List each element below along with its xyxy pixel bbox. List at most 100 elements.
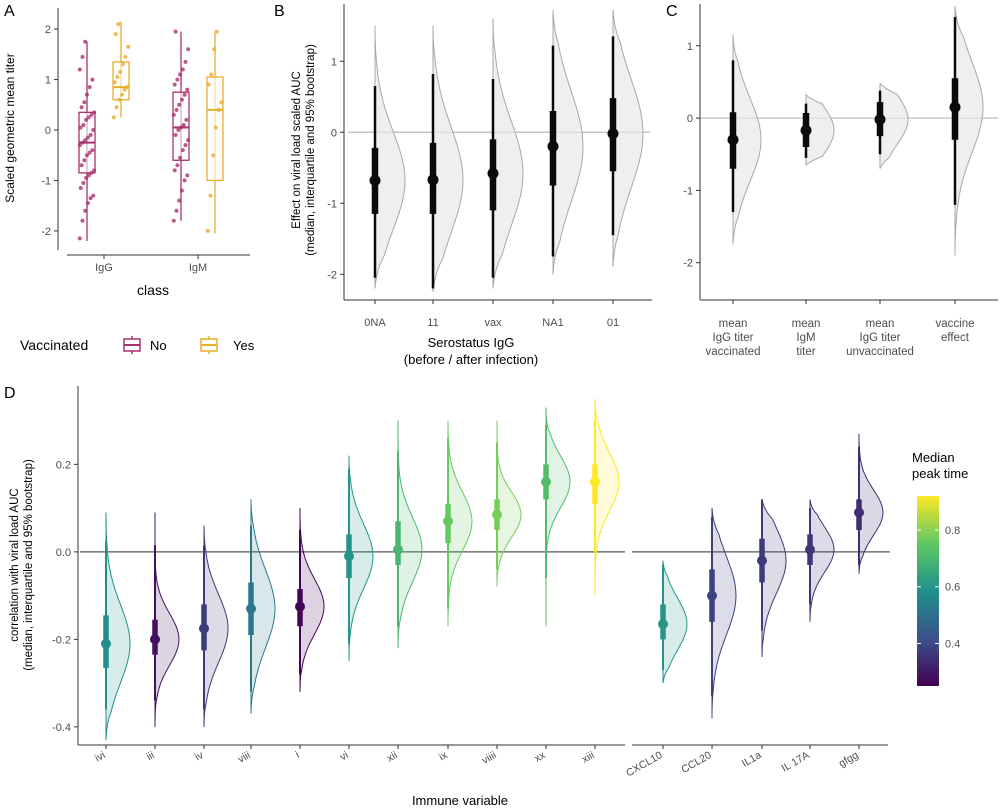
- data-point-igm-no: [175, 163, 180, 168]
- panel-letter-b: B: [274, 3, 285, 20]
- data-point-igg-no: [90, 148, 95, 153]
- text-line: IgG titer: [860, 332, 901, 344]
- panel-b-x-tick-label-0na: 0NA: [364, 317, 386, 329]
- median-point-xx: [541, 476, 551, 487]
- median-point-i: [295, 601, 305, 612]
- panel-b-x-tick-label-01: 01: [607, 317, 619, 329]
- median-point-iii: [150, 634, 160, 645]
- text-line: IgM: [796, 332, 815, 344]
- panel-b-x-axis-title: Serostatus IgG (before / after infection): [404, 335, 538, 367]
- median-point-viii: [246, 603, 256, 614]
- data-point-igg-no: [78, 125, 83, 130]
- density-01: [612, 10, 644, 268]
- legend-label-yes: Yes: [233, 338, 255, 353]
- data-point-igg-yes: [123, 54, 128, 59]
- panel-d-x-tick-label-vi: vi: [338, 749, 351, 763]
- text-line: effect: [941, 332, 970, 344]
- density-mean-igg-titer-vaccinated: [732, 34, 762, 245]
- text-line: titer: [796, 346, 815, 358]
- data-point-igm-no: [172, 168, 177, 173]
- density-gfgg: [858, 433, 884, 574]
- data-point-igm-no: [181, 122, 186, 127]
- panel-d-y-tick-label: 0.0: [56, 547, 71, 559]
- panel-d-y-tick-label: -0.4: [52, 722, 71, 734]
- panel-a-y-tick-label: 0: [45, 125, 51, 137]
- panel-d-x-tick-label-xx: xx: [532, 749, 548, 765]
- median-point-0na: [369, 175, 381, 187]
- panel-a-y-tick-label: 1: [45, 75, 51, 87]
- data-point-igg-no: [89, 112, 94, 117]
- data-point-igg-no: [77, 236, 82, 241]
- median-point-ivi: [101, 638, 111, 649]
- data-point-igm-no: [178, 72, 183, 77]
- median-point-gfgg: [854, 507, 864, 518]
- panel-d-x-tick-label-ix: ix: [437, 749, 450, 764]
- data-point-igm-no: [183, 59, 188, 64]
- data-point-igm-no: [183, 143, 188, 148]
- data-point-igg-no: [92, 168, 97, 173]
- text-line: Serostatus IgG: [428, 335, 515, 350]
- data-point-igg-yes: [116, 22, 121, 27]
- panel-d-x-tick-label-viiii: viiii: [480, 749, 499, 767]
- panel-c-y-tick-label: -2: [683, 258, 693, 270]
- panel-d-x-tick-label-il-17a: IL 17A: [780, 749, 812, 774]
- data-point-igg-no: [83, 138, 88, 143]
- median-point-na1: [547, 140, 559, 152]
- text-line: (before / after infection): [404, 352, 538, 367]
- density-0na: [374, 25, 406, 289]
- data-point-igm-no: [171, 112, 176, 117]
- density-vi: [348, 455, 374, 662]
- density-il1a: [761, 499, 787, 657]
- data-point-igm-yes: [209, 72, 214, 77]
- panel-c-densities: [732, 5, 984, 256]
- colorbar-title: Median peak time: [912, 450, 968, 481]
- data-point-igg-yes: [119, 92, 124, 97]
- data-point-igm-no: [173, 29, 178, 34]
- data-point-igg-yes: [113, 32, 118, 37]
- median-point-01: [607, 128, 619, 140]
- panel-d-x-tick-label-xiii: xiii: [580, 749, 597, 766]
- data-point-igg-yes: [115, 75, 120, 80]
- panel-d-x-tick-label-xii: xii: [385, 749, 400, 764]
- panel-letter-c: C: [666, 3, 678, 20]
- data-point-igg-no: [91, 193, 96, 198]
- colorbar-ticks: 0.4 0.6 0.8: [917, 525, 960, 650]
- density-viii: [250, 499, 276, 714]
- data-point-igg-no: [77, 143, 82, 148]
- data-point-igg-no: [82, 100, 87, 105]
- panel-c-x-tick-label-mean-igg-titer-vaccinated: mean IgG titer vaccinated: [706, 318, 761, 358]
- panel-b-x-tick-label-na1: NA1: [542, 317, 563, 329]
- panel-d-x-tick-label-ivi: ivi: [93, 749, 108, 764]
- panel-a-points: [77, 22, 224, 241]
- data-point-igm-yes: [214, 29, 219, 34]
- density-ccl20: [711, 508, 737, 719]
- panel-c-x-tick-label-mean-igg-titer-unvaccinated: mean IgG titer unvaccinated: [846, 318, 914, 358]
- data-point-igg-no: [86, 115, 91, 120]
- data-point-igg-yes: [111, 115, 116, 120]
- median-point-vax: [487, 167, 499, 179]
- data-point-igg-yes: [125, 85, 130, 90]
- density-ix: [447, 420, 473, 627]
- data-point-igm-no: [174, 107, 179, 112]
- data-point-igg-yes: [122, 87, 127, 92]
- colorbar-gradient: [917, 496, 939, 686]
- text-line: unvaccinated: [846, 346, 914, 358]
- data-point-igg-no: [87, 85, 92, 90]
- text-line: correlation with viral load AUC: [9, 488, 21, 641]
- density-vax: [492, 18, 524, 289]
- panel-b-y-tick-label: -1: [327, 198, 337, 210]
- panel-d-x-tick-label-iii: iii: [144, 749, 156, 763]
- data-point-igg-yes: [118, 70, 123, 74]
- density-i: [299, 508, 325, 692]
- panel-a-x-tick-label: IgG: [95, 262, 113, 274]
- data-point-igg-yes: [120, 62, 125, 67]
- data-point-igg-no: [87, 150, 92, 155]
- text-line: peak time: [912, 466, 968, 481]
- panel-letter-d: D: [4, 385, 16, 402]
- density-xx: [545, 407, 571, 627]
- data-point-igm-no: [177, 198, 182, 203]
- panel-d-y-tick-label: 0.2: [56, 459, 71, 471]
- data-point-igm-no: [179, 97, 184, 102]
- density-iii: [154, 512, 180, 727]
